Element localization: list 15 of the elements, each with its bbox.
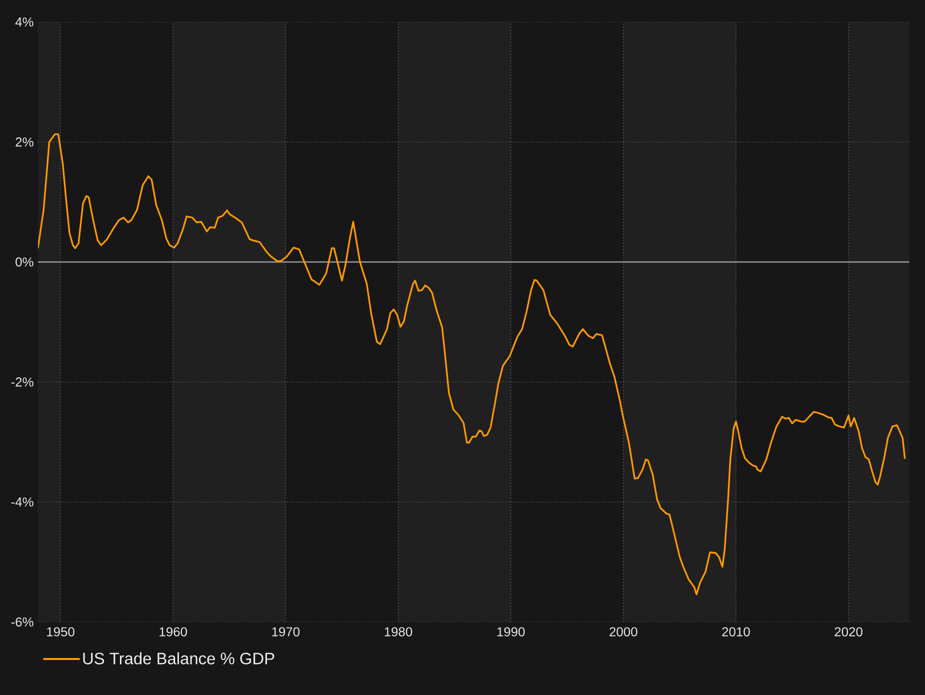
x-tick-label: 1960 — [160, 627, 187, 636]
x-tick-label: 1950 — [47, 627, 74, 636]
y-tick-label: -2% — [11, 377, 34, 387]
x-tick-label: 2000 — [610, 627, 638, 636]
y-tick-label: 2% — [16, 137, 34, 147]
x-tick-label: 1980 — [384, 627, 412, 636]
y-tick-label: -4% — [11, 497, 34, 507]
legend-label: US Trade Balance % GDP — [83, 652, 274, 664]
x-tick-label: 2020 — [834, 627, 862, 636]
x-tick-label: 2010 — [722, 627, 750, 636]
y-tick-label: 0% — [16, 257, 34, 267]
y-tick-label: 4% — [15, 17, 34, 27]
x-tick-label: 1990 — [497, 627, 525, 636]
x-tick-label: 1970 — [272, 627, 300, 636]
y-tick-label: -6% — [11, 617, 34, 627]
